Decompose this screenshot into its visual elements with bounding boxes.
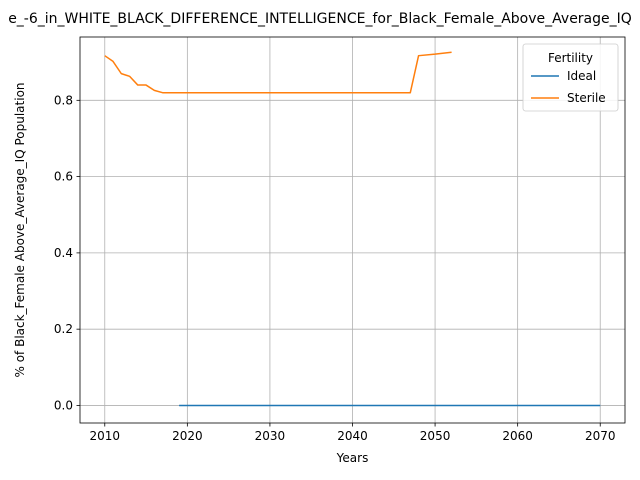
x-tick-label: 2040: [337, 429, 368, 443]
x-tick-label: 2030: [255, 429, 286, 443]
y-tick-label: 0.0: [54, 398, 73, 412]
x-tick-label: 2060: [502, 429, 533, 443]
x-tick-label: 2050: [420, 429, 451, 443]
y-tick-label: 0.8: [54, 93, 73, 107]
chart-title: e_-6_in_WHITE_BLACK_DIFFERENCE_INTELLIGE…: [8, 11, 632, 27]
plot-lines: [104, 51, 601, 407]
legend-title: Fertility: [548, 51, 593, 65]
legend-label-sterile: Sterile: [567, 91, 606, 105]
y-tick-label: 0.6: [54, 170, 73, 184]
x-tick-label: 2020: [172, 429, 203, 443]
y-tick-label: 0.4: [54, 246, 73, 260]
x-tick-label: 2070: [585, 429, 616, 443]
x-axis-label: Years: [336, 451, 369, 465]
legend: Fertility Ideal Sterile: [522, 43, 619, 112]
y-axis-label: % of Black_Female Above_Average_IQ Popul…: [13, 82, 27, 377]
x-tick-label: 2010: [89, 429, 120, 443]
x-axis-ticks: 2010 2020 2030 2040 2050 2060 2070: [89, 423, 616, 443]
y-tick-label: 0.2: [54, 322, 73, 336]
series-line-sterile: [104, 51, 452, 94]
grid: [80, 37, 625, 423]
legend-label-ideal: Ideal: [567, 69, 596, 83]
y-axis-ticks: 0.0 0.2 0.4 0.6 0.8: [54, 93, 80, 412]
legend-box: [522, 43, 619, 112]
